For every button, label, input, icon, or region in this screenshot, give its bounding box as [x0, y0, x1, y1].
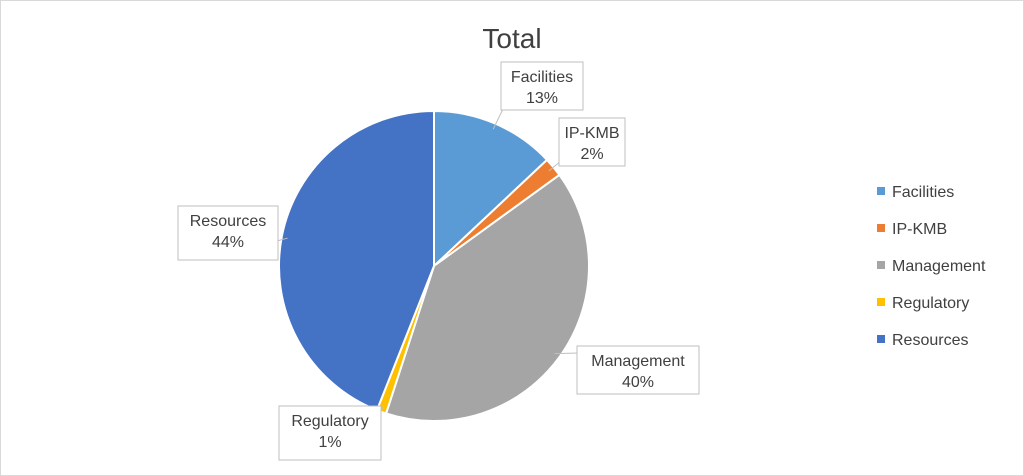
data-label-category: Facilities: [511, 69, 573, 86]
data-label-value: 44%: [212, 234, 244, 251]
data-label-value: 13%: [526, 90, 558, 107]
leader-line: [492, 108, 504, 130]
data-label-box: [278, 405, 382, 461]
legend-label: Facilities: [892, 184, 954, 201]
legend-label: Regulatory: [892, 295, 969, 312]
data-labels: Facilities 13% IP-KMB 2% Management 40% Regula…: [177, 61, 700, 461]
data-label-category: Management: [591, 353, 685, 370]
legend-item-regulatory: Regulatory: [877, 295, 969, 312]
data-label-box: [576, 345, 700, 395]
data-label-box: [558, 117, 626, 167]
legend-label: Resources: [892, 332, 968, 349]
data-label-category: Resources: [190, 213, 266, 230]
data-label-value: 40%: [622, 374, 654, 391]
chart-title: Total: [482, 23, 541, 54]
data-label-value: 1%: [318, 434, 341, 451]
legend-swatch: [877, 335, 885, 343]
legend-label: Management: [892, 258, 986, 275]
legend-swatch: [877, 298, 885, 306]
data-label-category: Regulatory: [291, 413, 368, 430]
data-label-category: IP-KMB: [564, 125, 619, 142]
pie-slice-resources: [278, 109, 435, 412]
legend-swatch: [877, 224, 885, 232]
legend-swatch: [877, 187, 885, 195]
legend-swatch: [877, 261, 885, 269]
data-label-box: [177, 205, 279, 261]
legend-item-facilities: Facilities: [877, 184, 954, 201]
legend-item-management: Management: [877, 258, 986, 275]
data-label-ip-kmb: IP-KMB 2%: [558, 117, 626, 167]
pie-slice-management: [384, 173, 590, 422]
data-label-value: 2%: [580, 146, 603, 163]
data-label-resources: Resources 44%: [177, 205, 279, 261]
pie-slices: [278, 109, 590, 422]
legend: Facilities IP-KMB Management Regulatory Reso…: [877, 184, 986, 349]
legend-label: IP-KMB: [892, 221, 947, 238]
data-label-management: Management 40%: [576, 345, 700, 395]
leader-line: [276, 237, 288, 242]
legend-item-resources: Resources: [877, 332, 968, 349]
legend-item-ip-kmb: IP-KMB: [877, 221, 947, 238]
leader-line: [554, 352, 580, 355]
data-label-regulatory: Regulatory 1%: [278, 405, 382, 461]
data-label-box: [500, 61, 584, 111]
data-label-facilities: Facilities 13%: [500, 61, 584, 111]
